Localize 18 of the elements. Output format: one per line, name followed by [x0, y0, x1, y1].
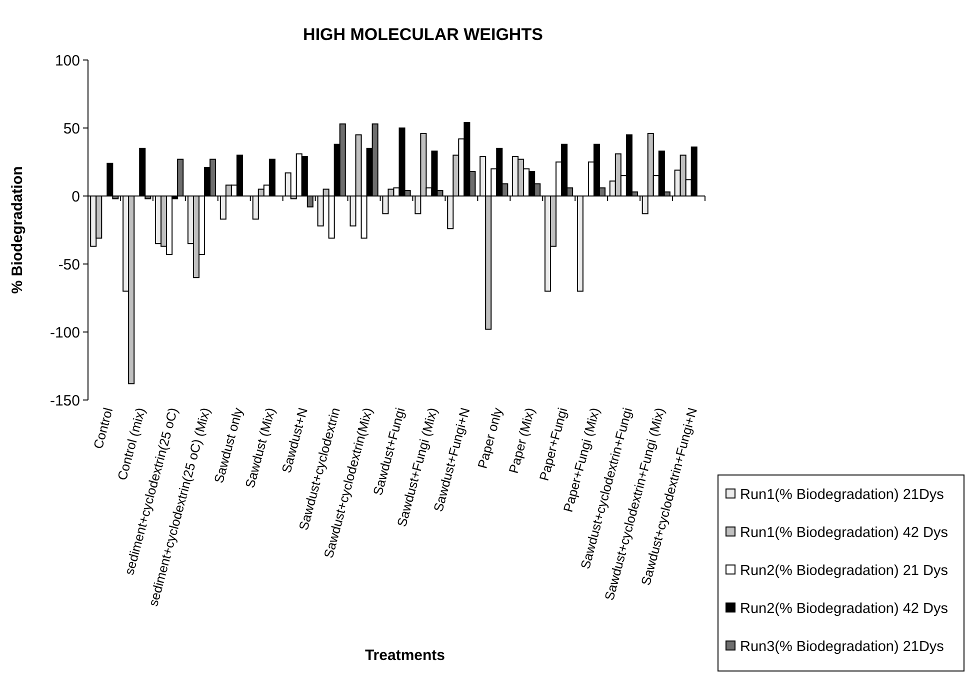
y-tick-label: 50: [63, 120, 80, 138]
y-tick-label: 100: [54, 52, 80, 70]
legend-label: Run1(% Biodegradation) 21Dys: [740, 487, 944, 504]
legend-label: Run2(% Biodegradation) 42 Dys: [740, 601, 948, 618]
y-tick-label: 0: [72, 188, 80, 206]
y-tick-label: -100: [50, 324, 80, 342]
legend-label: Run1(% Biodegradation) 42 Dys: [740, 525, 948, 542]
x-tick-label: Control: [90, 406, 116, 450]
y-tick-label: -150: [50, 392, 80, 410]
x-tick-label: Paper (Mix): [506, 406, 538, 475]
chart-title: HIGH MOLECULAR WEIGHTS: [303, 25, 543, 44]
x-tick-label: Sawdust only: [211, 406, 246, 485]
x-axis-title: Treatments: [364, 647, 446, 664]
y-tick-label: -50: [58, 256, 80, 274]
y-axis-title: % Biodegradation: [9, 166, 26, 294]
x-tick-label: Paper only: [474, 406, 506, 470]
legend-label: Run2(% Biodegradation) 21 Dys: [740, 563, 948, 580]
legend-label: Run3(% Biodegradation) 21Dys: [740, 639, 944, 656]
